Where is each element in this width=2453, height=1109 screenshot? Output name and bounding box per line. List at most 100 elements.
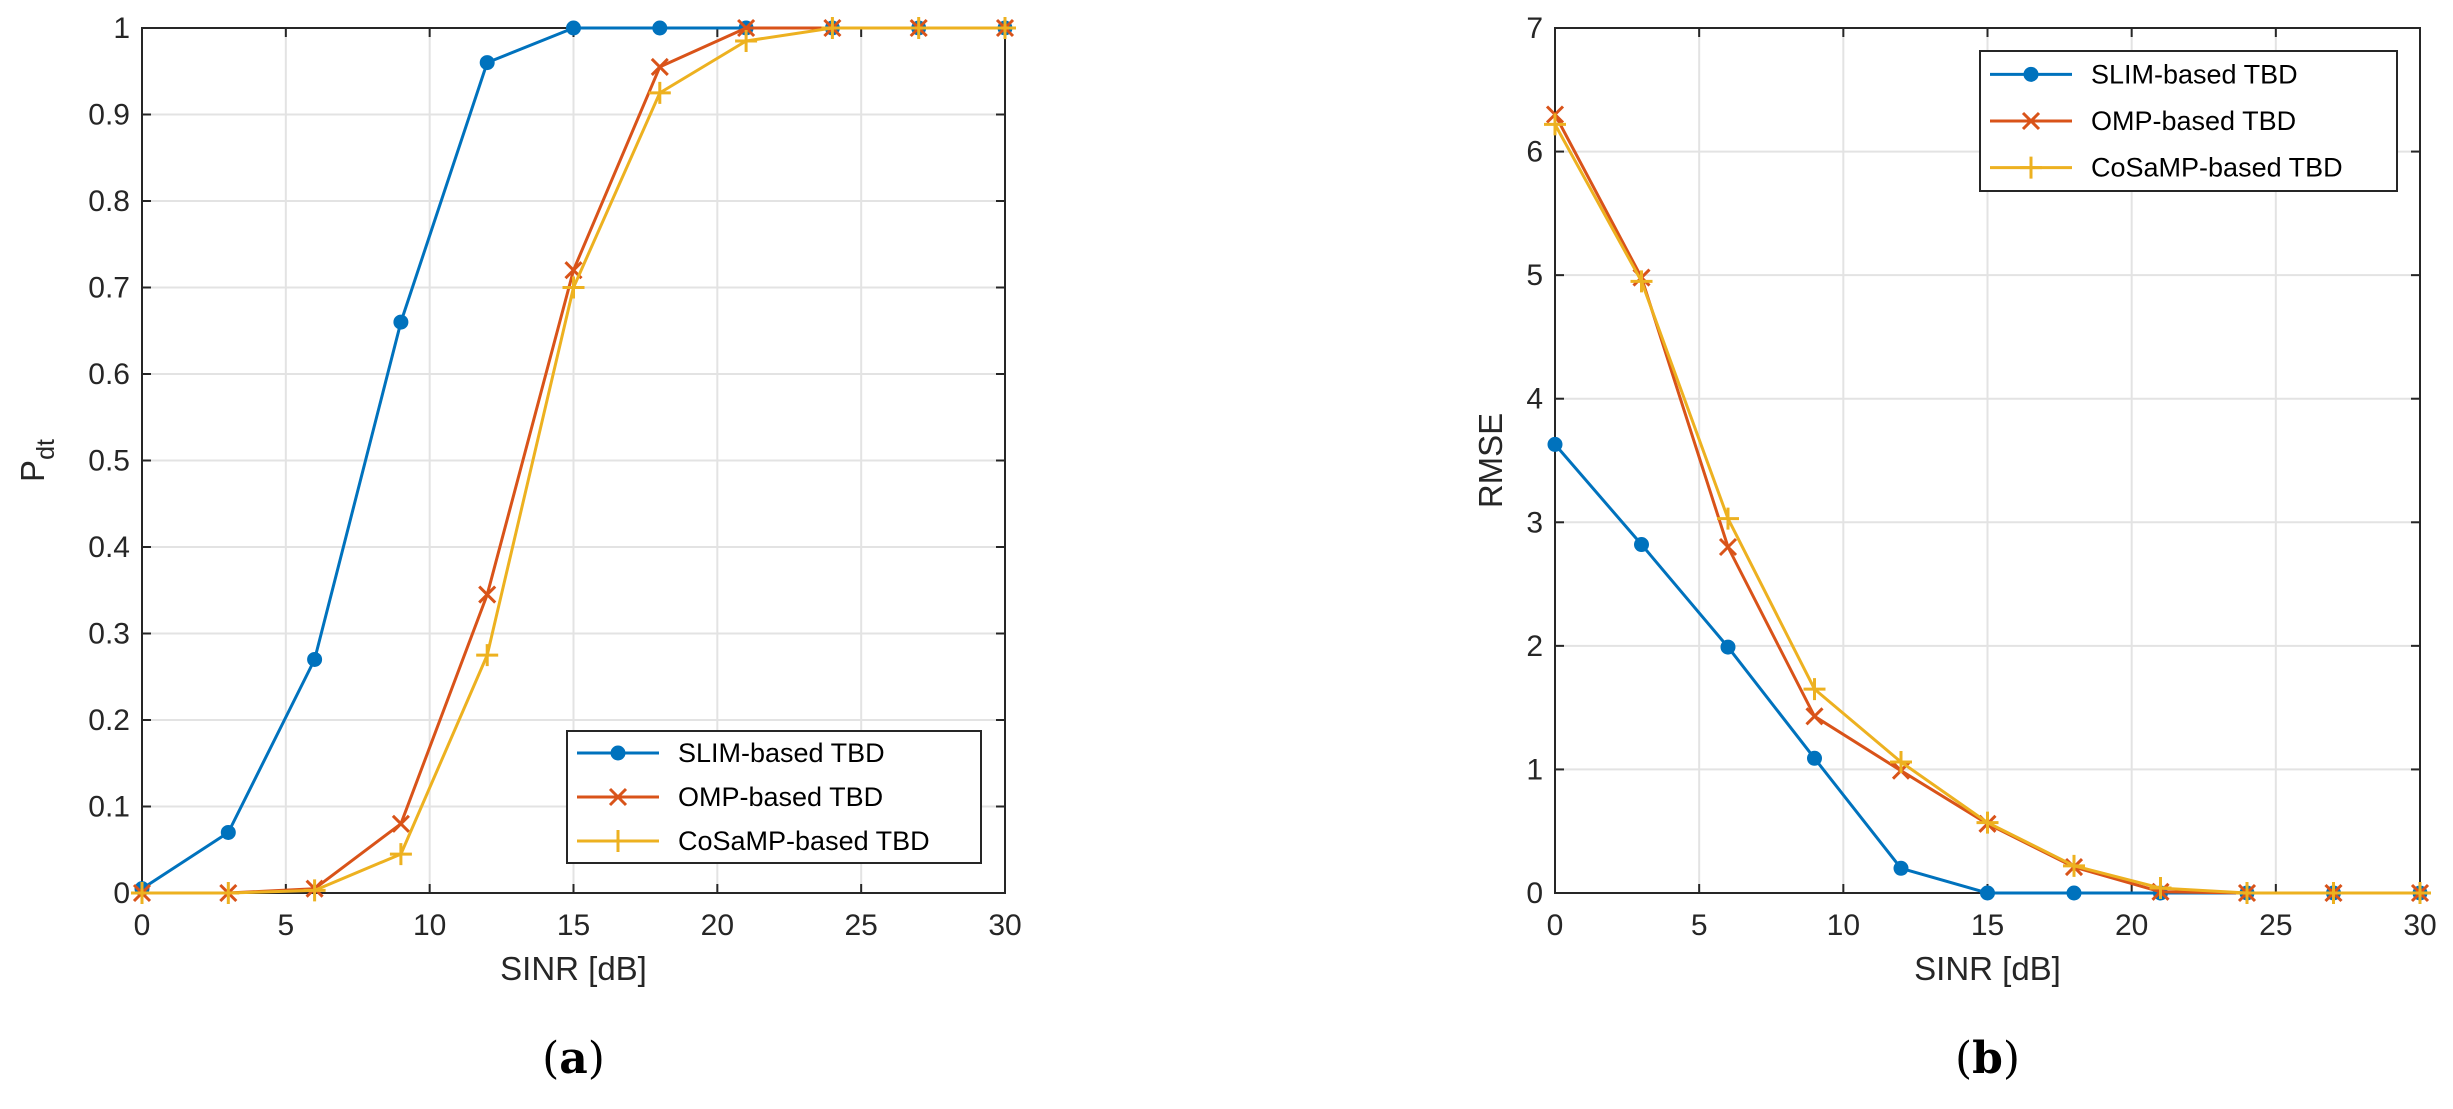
data-point-slim [1547, 436, 1563, 452]
data-point-cosamp [735, 29, 758, 52]
data-point-cosamp [2409, 882, 2431, 904]
x-tick-label: 20 [701, 909, 734, 942]
data-point-cosamp [2322, 882, 2345, 904]
x-tick-label: 0 [1547, 909, 1564, 942]
y-tick-label: 6 [1526, 136, 1543, 169]
x-tick-label: 25 [2259, 909, 2292, 942]
data-point-slim [307, 651, 323, 667]
x-tick-label: 15 [557, 909, 590, 942]
y-tick-label: 0.6 [88, 358, 130, 391]
panel-label: (a) [542, 1033, 605, 1084]
x-tick-label: 5 [277, 909, 294, 942]
x-tick-label: 20 [2115, 909, 2148, 942]
data-point-cosamp [562, 276, 585, 299]
data-point-slim [566, 20, 581, 36]
panel-label-close: ) [588, 1033, 605, 1084]
legend-marker-cosamp [607, 830, 629, 852]
x-tick-label: 25 [844, 909, 877, 942]
x-tick-label: 10 [1827, 909, 1860, 942]
panel-label-letter: a [559, 1033, 588, 1084]
y-tick-label: 7 [1526, 12, 1543, 45]
x-tick-label: 5 [1691, 909, 1708, 942]
y-tick-label: 0.1 [88, 791, 130, 824]
data-point-slim [1634, 537, 1649, 553]
panel-label: (b) [1955, 1033, 2020, 1084]
data-point-slim [1980, 885, 1995, 901]
data-point-omp [391, 814, 410, 833]
y-axis-label: Pdt [14, 439, 60, 482]
chart-a-pdt: 0 5 10 15 20 25 30 0 0.1 0.2 0.3 0.4 0.5 0.6 0.7 0.8 0.9… [14, 12, 1022, 1084]
x-axis-label: SINR [dB] [500, 950, 647, 987]
series-cosamp [1544, 113, 2431, 904]
legend-label-omp: OMP-based TBD [678, 782, 883, 812]
panel-label-letter: b [1972, 1033, 2003, 1084]
legend-marker-slim [610, 745, 626, 761]
data-point-cosamp [1544, 113, 1566, 136]
legend-marker-omp [2021, 111, 2041, 131]
y-tick-label: 2 [1526, 630, 1543, 663]
data-point-slim [1807, 750, 1822, 766]
y-axis-label-main: P [14, 460, 51, 482]
legend-label-omp: OMP-based TBD [2091, 106, 2296, 136]
y-tick-label: 5 [1526, 259, 1543, 292]
data-point-cosamp [2063, 854, 2085, 877]
data-point-slim [220, 824, 236, 840]
y-tick-label: 1 [113, 12, 130, 45]
data-point-cosamp [821, 17, 844, 39]
data-point-cosamp [2236, 882, 2258, 904]
data-point-slim [393, 314, 409, 330]
data-point-omp [1805, 707, 1824, 726]
panel-label-open: ( [1955, 1033, 1972, 1084]
legend-label-slim: SLIM-based TBD [2091, 59, 2298, 89]
data-point-cosamp [389, 843, 412, 866]
data-point-slim [2066, 885, 2082, 901]
data-point-cosamp [1976, 811, 1999, 834]
y-tick-label: 3 [1526, 506, 1543, 539]
data-point-cosamp [1717, 507, 1739, 530]
x-tick-label: 15 [1971, 909, 2004, 942]
series-cosamp [131, 17, 1016, 904]
x-axis-label: SINR [dB] [1914, 950, 2061, 987]
data-point-cosamp [303, 879, 326, 902]
y-axis-label-main: RMSE [1472, 413, 1509, 508]
y-tick-label: 0 [113, 877, 130, 910]
legend-marker-omp [608, 787, 628, 807]
data-point-cosamp [217, 882, 240, 904]
ticks: 0 5 10 15 20 25 30 0 0.1 0.2 0.3 0.4 0.5 0.6 0.7 0.8 0.9… [88, 12, 1021, 942]
data-point-cosamp [1803, 678, 1826, 701]
data-point-cosamp [476, 644, 499, 667]
y-tick-label: 0.3 [88, 618, 130, 651]
y-tick-label: 4 [1526, 383, 1543, 416]
y-axis-label: RMSE [1472, 413, 1509, 508]
legend-label-cosamp: CoSaMP-based TBD [2091, 153, 2343, 183]
data-point-cosamp [994, 17, 1016, 39]
data-point-slim [652, 20, 668, 36]
y-tick-label: 0 [1526, 877, 1543, 910]
x-tick-label: 0 [134, 909, 151, 942]
data-point-cosamp [648, 81, 671, 104]
y-tick-label: 0.2 [88, 704, 130, 737]
y-axis-label-subscript: dt [32, 439, 60, 460]
legend-marker-cosamp [2020, 156, 2042, 179]
ticks: 0 5 10 15 20 25 30 0 1 2 3 4 5 6 7 [1526, 12, 2436, 942]
data-point-slim [479, 55, 495, 71]
legend: SLIM-based TBD OMP-based TBD CoSaMP-based … [566, 730, 982, 864]
data-point-omp [1718, 537, 1738, 557]
panel-label-close: ) [2003, 1033, 2020, 1084]
data-point-cosamp [2149, 877, 2172, 900]
data-point-slim [1720, 639, 1736, 655]
legend-marker-slim [2023, 66, 2039, 82]
y-tick-label: 0.7 [88, 272, 130, 305]
panel-label-open: ( [542, 1033, 559, 1084]
x-tick-label: 30 [2403, 909, 2436, 942]
data-point-slim [1893, 860, 1909, 876]
legend: SLIM-based TBD OMP-based TBD CoSaMP-based … [1979, 50, 2398, 192]
series-group [1544, 105, 2431, 904]
x-tick-label: 10 [413, 909, 446, 942]
x-tick-label: 30 [988, 909, 1021, 942]
y-tick-label: 0.5 [88, 445, 130, 478]
chart-b-rmse: 0 5 10 15 20 25 30 0 1 2 3 4 5 6 7 SINR [dB] RMSE SLIM-ba… [1472, 12, 2437, 1084]
legend-label-slim: SLIM-based TBD [678, 738, 885, 768]
y-tick-label: 1 [1526, 753, 1543, 786]
